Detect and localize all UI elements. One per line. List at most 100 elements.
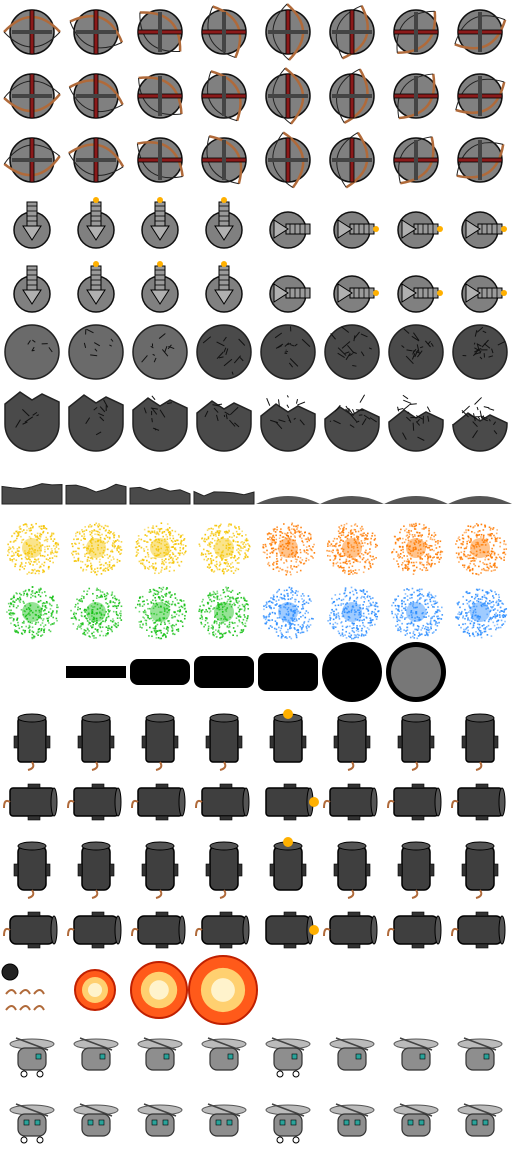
turret-firing-b-row xyxy=(13,261,507,313)
particle-yellow-orange-frame-3 xyxy=(134,522,187,575)
shield-rotation-c-frame-2 xyxy=(68,137,125,183)
rubble-settling-frame-4 xyxy=(193,490,255,505)
rock-cracking-frame-5 xyxy=(260,324,316,380)
shield-rotation-b-frame-3 xyxy=(137,73,183,119)
rock-crumbling-frame-6 xyxy=(324,394,380,452)
particle-yellow-orange-frame-6 xyxy=(326,522,378,576)
drone-a-frame-2 xyxy=(73,1037,119,1071)
drone-b-frame-7 xyxy=(393,1103,439,1137)
particle-yellow-orange-frame-4 xyxy=(198,523,251,575)
rock-cracking-row xyxy=(4,324,508,380)
particle-green-blue-frame-3 xyxy=(134,586,188,640)
explosion-1 xyxy=(74,969,116,1011)
turret-firing-a-frame-3 xyxy=(141,197,179,249)
shield-rotation-c-frame-1 xyxy=(3,137,61,183)
particle-green-blue-frame-1 xyxy=(6,586,59,640)
shield-rotation-b-frame-8 xyxy=(455,73,506,119)
cannon-side-2-frame-4 xyxy=(195,911,250,949)
rock-cracking-frame-7 xyxy=(388,324,444,380)
turret-firing-a-row xyxy=(13,197,507,249)
drone-b-frame-1 xyxy=(9,1103,55,1144)
explosion-3 xyxy=(188,955,258,1025)
turret-firing-a-frame-7 xyxy=(397,211,443,249)
drone-a-frame-8 xyxy=(457,1037,503,1071)
particle-green-blue-frame-5 xyxy=(262,586,314,640)
cannon-side-frame-4 xyxy=(195,783,250,821)
rubble-settling-row xyxy=(1,483,512,505)
rubble-settling-frame-5 xyxy=(256,496,320,504)
projectile-growth-frame-5 xyxy=(322,642,382,702)
drone-b-row xyxy=(9,1103,503,1144)
particle-green-blue-frame-8 xyxy=(455,588,508,639)
shield-rotation-a-frame-3 xyxy=(137,9,183,55)
shield-rotation-b-frame-4 xyxy=(201,70,247,122)
rock-crumbling-frame-7 xyxy=(388,394,444,452)
cannon-up-frame-7 xyxy=(397,713,435,771)
turret-firing-b-frame-1 xyxy=(13,265,51,313)
rock-cracking-frame-2 xyxy=(68,324,124,380)
drone-b-frame-5 xyxy=(265,1103,311,1144)
cannon-side-frame-5 xyxy=(265,783,319,821)
cannon-up-2-frame-2 xyxy=(77,841,115,899)
shield-rotation-c-frame-5 xyxy=(265,131,311,189)
shield-rotation-b-row xyxy=(3,67,506,125)
bomb-and-explosions-row xyxy=(1,955,258,1025)
rock-crumbling-frame-5 xyxy=(260,395,316,452)
cannon-side-frame-8 xyxy=(451,783,506,821)
cannon-side-2-frame-7 xyxy=(387,911,442,949)
shield-rotation-c-row xyxy=(3,131,505,189)
turret-firing-b-frame-2 xyxy=(77,261,115,313)
turret-firing-a-frame-1 xyxy=(13,201,51,249)
particle-yellow-orange-frame-1 xyxy=(7,522,60,575)
rubble-settling-frame-3 xyxy=(129,486,191,505)
projectile-growth-frame-3 xyxy=(194,656,254,688)
particle-green-blue-row xyxy=(6,586,508,640)
shield-rotation-b-frame-5 xyxy=(265,67,311,125)
turret-firing-a-frame-5 xyxy=(269,211,311,249)
cannon-side-2-frame-2 xyxy=(67,911,122,949)
explosion-2 xyxy=(130,961,188,1019)
shield-rotation-a-frame-4 xyxy=(201,5,247,59)
shield-rotation-a-frame-7 xyxy=(393,9,439,55)
turret-firing-a-frame-4 xyxy=(205,197,243,249)
cannon-up-frame-4 xyxy=(205,713,243,771)
cannon-up-2-frame-8 xyxy=(461,841,499,899)
cannon-up-2-frame-3 xyxy=(141,841,179,899)
shield-rotation-b-frame-7 xyxy=(393,73,439,120)
rock-crumbling-row xyxy=(4,391,508,452)
drone-a-frame-5 xyxy=(265,1037,311,1078)
shield-rotation-a-frame-8 xyxy=(454,9,507,55)
projectile-growth-frame-2 xyxy=(130,659,190,685)
particle-green-blue-frame-2 xyxy=(70,587,123,639)
rubble-settling-frame-7 xyxy=(384,496,448,504)
turret-firing-b-frame-5 xyxy=(269,275,311,313)
cannon-up-2-frame-6 xyxy=(333,841,371,899)
particle-green-blue-frame-6 xyxy=(327,586,380,640)
drone-a-row xyxy=(9,1037,503,1078)
particle-green-blue-frame-7 xyxy=(391,587,444,640)
bomb-icon xyxy=(1,963,45,1011)
cannon-side-2-row xyxy=(3,911,506,949)
particle-yellow-orange-row xyxy=(7,522,508,576)
cannon-up-frame-5 xyxy=(269,709,307,763)
shield-rotation-a-frame-5 xyxy=(265,3,311,61)
drone-b-frame-8 xyxy=(457,1103,503,1137)
rock-cracking-frame-8 xyxy=(452,324,508,380)
cannon-side-frame-7 xyxy=(387,783,442,821)
rubble-settling-frame-6 xyxy=(320,496,384,504)
projectile-growth-frame-1 xyxy=(66,666,126,678)
projectile-growth-row xyxy=(66,642,446,702)
drone-a-frame-3 xyxy=(137,1037,183,1071)
cannon-side-frame-1 xyxy=(3,783,58,821)
cannon-up-2-frame-5 xyxy=(269,837,307,891)
particle-yellow-orange-frame-7 xyxy=(391,522,444,575)
cannon-side-2-frame-6 xyxy=(323,911,378,949)
shield-rotation-a-frame-1 xyxy=(3,9,61,55)
rock-cracking-frame-3 xyxy=(132,324,188,380)
drone-b-frame-6 xyxy=(329,1103,375,1137)
rubble-settling-frame-8 xyxy=(448,496,512,504)
cannon-up-frame-1 xyxy=(13,713,51,771)
turret-firing-b-frame-3 xyxy=(141,261,179,313)
shield-rotation-a-frame-6 xyxy=(329,5,375,60)
cannon-side-2-frame-8 xyxy=(451,911,506,949)
